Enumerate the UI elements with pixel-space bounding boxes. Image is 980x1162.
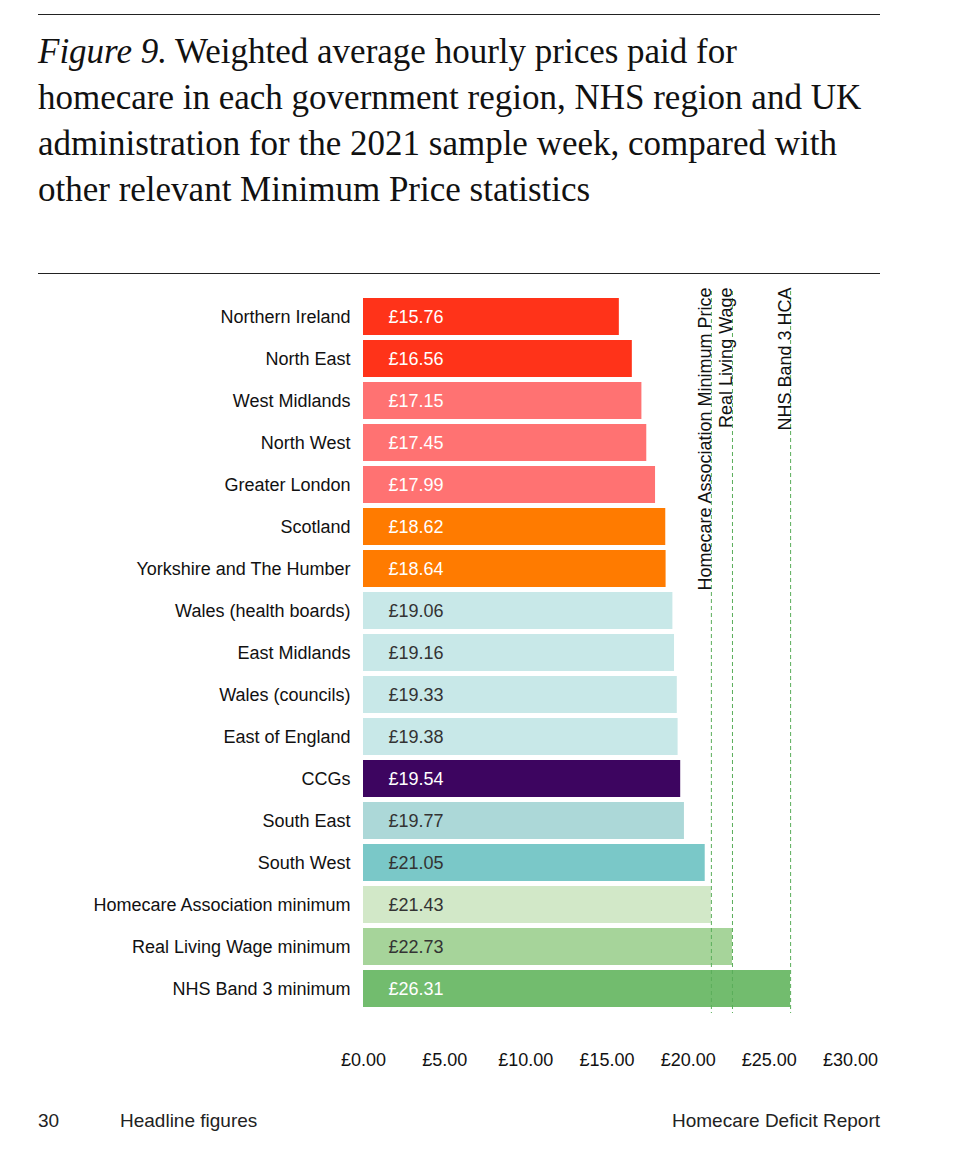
svg-text:£21.05: £21.05 — [389, 853, 444, 873]
svg-text:NHS Band 3 minimum: NHS Band 3 minimum — [172, 979, 350, 999]
svg-text:Northern Ireland: Northern Ireland — [220, 307, 350, 327]
svg-text:£10.00: £10.00 — [498, 1050, 553, 1070]
svg-text:£19.06: £19.06 — [389, 601, 444, 621]
svg-text:South East: South East — [262, 811, 350, 831]
svg-text:NHS Band 3 HCA: NHS Band 3 HCA — [775, 288, 795, 431]
svg-text:South West: South West — [258, 853, 351, 873]
svg-text:Scotland: Scotland — [280, 517, 350, 537]
svg-text:£22.73: £22.73 — [389, 937, 444, 957]
svg-text:Real Living Wage minimum: Real Living Wage minimum — [132, 937, 350, 957]
svg-text:£18.62: £18.62 — [389, 517, 444, 537]
svg-text:£19.16: £19.16 — [389, 643, 444, 663]
svg-text:West Midlands: West Midlands — [233, 391, 351, 411]
svg-text:East Midlands: East Midlands — [237, 643, 350, 663]
svg-text:£25.00: £25.00 — [742, 1050, 797, 1070]
svg-text:Greater London: Greater London — [224, 475, 350, 495]
svg-text:£19.77: £19.77 — [389, 811, 444, 831]
svg-text:£16.56: £16.56 — [389, 349, 444, 369]
svg-text:£5.00: £5.00 — [422, 1050, 467, 1070]
svg-text:£19.38: £19.38 — [389, 727, 444, 747]
html-text:Figure 9. Weighted average hou: Figure 9. Weighted average hourly prices… — [38, 32, 862, 209]
svg-text:East of England: East of England — [223, 727, 350, 747]
svg-text:£0.00: £0.00 — [341, 1050, 386, 1070]
svg-text:£17.99: £17.99 — [389, 475, 444, 495]
svg-text:£17.45: £17.45 — [389, 433, 444, 453]
svg-text:Homecare Association Minimum P: Homecare Association Minimum Price — [695, 288, 715, 591]
svg-text:CCGs: CCGs — [302, 769, 351, 789]
svg-text:£19.33: £19.33 — [389, 685, 444, 705]
svg-text:£26.31: £26.31 — [389, 979, 444, 999]
svg-text:Real Living Wage: Real Living Wage — [716, 288, 736, 428]
svg-text:Wales (councils): Wales (councils) — [219, 685, 350, 705]
svg-text:£18.64: £18.64 — [389, 559, 444, 579]
html-text:Headline figures: Headline figures — [120, 1110, 258, 1131]
svg-text:North West: North West — [261, 433, 351, 453]
svg-text:£15.00: £15.00 — [579, 1050, 634, 1070]
svg-text:Homecare Association minimum: Homecare Association minimum — [93, 895, 350, 915]
svg-text:North East: North East — [265, 349, 350, 369]
svg-text:£21.43: £21.43 — [389, 895, 444, 915]
svg-text:Yorkshire and The Humber: Yorkshire and The Humber — [136, 559, 350, 579]
svg-text:Wales (health boards): Wales (health boards) — [175, 601, 350, 621]
svg-text:£15.76: £15.76 — [389, 307, 444, 327]
svg-text:£20.00: £20.00 — [661, 1050, 716, 1070]
html-text:30: 30 — [38, 1110, 60, 1131]
svg-text:£17.15: £17.15 — [389, 391, 444, 411]
svg-text:£19.54: £19.54 — [389, 769, 444, 789]
html-text:Homecare Deficit Report: Homecare Deficit Report — [672, 1110, 880, 1131]
svg-text:£30.00: £30.00 — [823, 1050, 878, 1070]
